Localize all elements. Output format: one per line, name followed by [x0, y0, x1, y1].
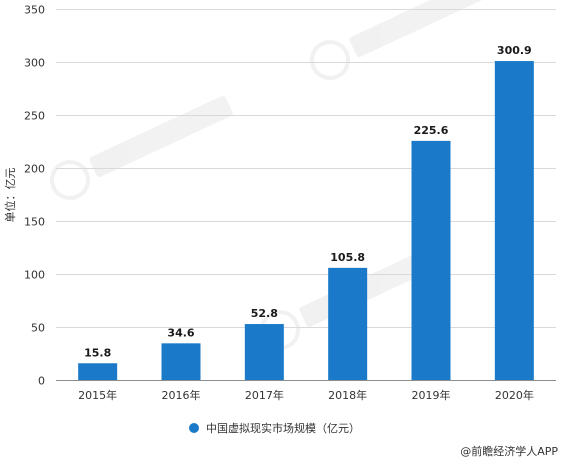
data-label: 105.8: [330, 251, 365, 264]
watermark-logo: [310, 0, 493, 80]
x-tick-label: 2015年: [78, 388, 117, 402]
y-tick-label: 300: [24, 57, 45, 70]
bar: [78, 363, 118, 380]
y-tick-label: 0: [38, 375, 45, 388]
watermark-logo: [50, 95, 233, 200]
y-tick-label: 350: [24, 4, 45, 17]
bar: [328, 267, 368, 380]
x-tick-label: 2016年: [162, 388, 201, 402]
y-axis-label: 单位：亿元: [3, 168, 17, 223]
bar: [494, 61, 534, 381]
x-tick-label: 2019年: [412, 388, 451, 402]
y-tick-label: 150: [24, 216, 45, 229]
bar: [161, 343, 201, 380]
y-tick-label: 100: [24, 269, 45, 282]
x-axis-ticks: 2015年 2016年 2017年 2018年 2019年 2020年: [78, 388, 534, 402]
data-label: 52.8: [251, 307, 278, 320]
y-tick-label: 50: [31, 322, 45, 335]
bars: [78, 61, 534, 381]
y-tick-label: 250: [24, 110, 45, 123]
data-label: 34.6: [167, 326, 194, 339]
bar: [411, 140, 451, 380]
y-axis-ticks: 0 50 100 150 200 250 300 350: [24, 4, 45, 388]
source-credit: @前瞻经济学人APP: [460, 444, 558, 458]
data-label: 15.8: [84, 346, 111, 359]
legend: 中国虚拟现实市场规模（亿元）: [189, 421, 360, 435]
legend-label: 中国虚拟现实市场规模（亿元）: [206, 421, 360, 435]
x-tick-label: 2017年: [245, 388, 284, 402]
legend-marker: [189, 423, 199, 433]
x-tick-label: 2018年: [328, 388, 367, 402]
bar: [244, 324, 284, 380]
y-tick-label: 200: [24, 163, 45, 176]
x-tick-label: 2020年: [495, 388, 534, 402]
data-label: 300.9: [497, 44, 532, 57]
data-labels: 15.8 34.6 52.8 105.8 225.6 300.9: [84, 44, 532, 359]
data-label: 225.6: [414, 124, 449, 137]
gridlines: [56, 9, 556, 328]
